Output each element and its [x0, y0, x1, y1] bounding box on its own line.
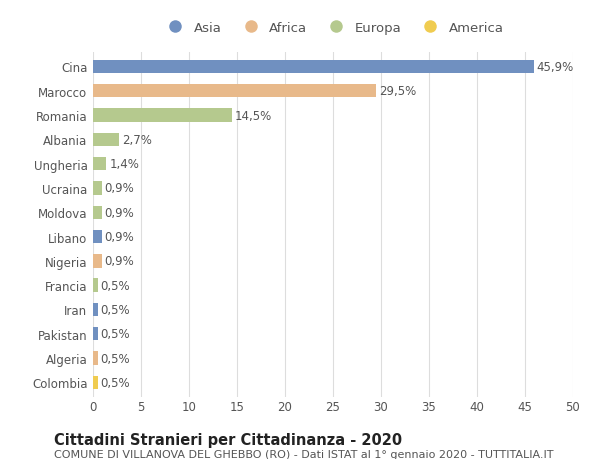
Text: 0,9%: 0,9%	[104, 206, 134, 219]
Text: 0,5%: 0,5%	[101, 303, 130, 316]
Bar	[93, 61, 533, 74]
Legend: Asia, Africa, Europa, America: Asia, Africa, Europa, America	[158, 18, 508, 39]
Text: 0,9%: 0,9%	[104, 182, 134, 195]
Bar	[93, 230, 101, 244]
Text: 45,9%: 45,9%	[536, 61, 574, 74]
Text: 0,9%: 0,9%	[104, 255, 134, 268]
Text: 14,5%: 14,5%	[235, 109, 272, 122]
Text: 2,7%: 2,7%	[122, 134, 152, 146]
Bar	[93, 376, 98, 389]
Text: 0,5%: 0,5%	[101, 376, 130, 389]
Bar	[93, 352, 98, 365]
Text: 1,4%: 1,4%	[109, 158, 139, 171]
Bar	[93, 279, 98, 292]
Bar	[93, 134, 119, 147]
Text: 29,5%: 29,5%	[379, 85, 416, 98]
Text: 0,5%: 0,5%	[101, 352, 130, 365]
Bar	[93, 303, 98, 316]
Text: Cittadini Stranieri per Cittadinanza - 2020: Cittadini Stranieri per Cittadinanza - 2…	[54, 432, 402, 448]
Text: COMUNE DI VILLANOVA DEL GHEBBO (RO) - Dati ISTAT al 1° gennaio 2020 - TUTTITALIA: COMUNE DI VILLANOVA DEL GHEBBO (RO) - Da…	[54, 449, 554, 459]
Bar	[93, 206, 101, 219]
Text: 0,5%: 0,5%	[101, 328, 130, 341]
Bar	[93, 182, 101, 195]
Bar	[93, 255, 101, 268]
Bar	[93, 157, 106, 171]
Bar	[93, 109, 232, 123]
Bar	[93, 85, 376, 98]
Bar	[93, 327, 98, 341]
Text: 0,9%: 0,9%	[104, 230, 134, 244]
Text: 0,5%: 0,5%	[101, 279, 130, 292]
